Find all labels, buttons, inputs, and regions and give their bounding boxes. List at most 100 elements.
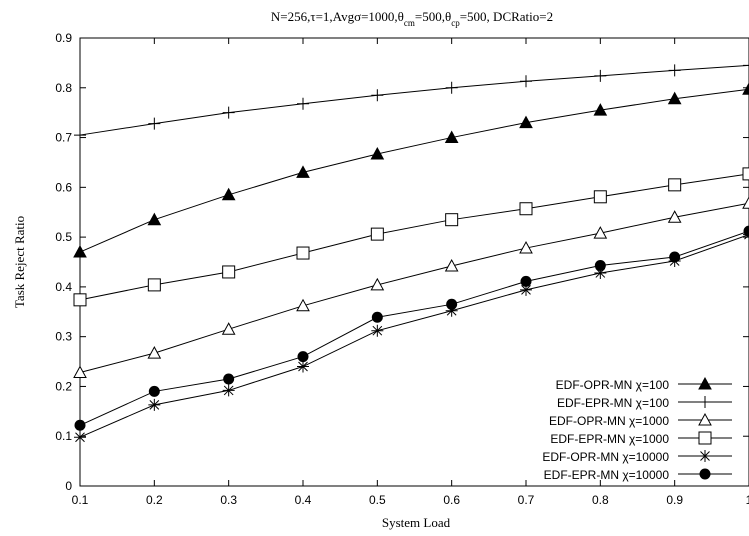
data-point-filled-circle <box>371 311 383 323</box>
y-tick-label: 0.9 <box>55 31 72 45</box>
x-tick-label: 1 <box>746 493 749 507</box>
data-point-plus <box>74 129 86 142</box>
data-point-asterisk <box>520 283 532 296</box>
data-point-filled-triangle <box>593 103 608 116</box>
data-point-filled-circle <box>594 259 606 271</box>
data-point-filled-triangle <box>444 130 459 144</box>
series-6 <box>74 225 749 431</box>
x-tick-label: 0.7 <box>518 493 535 507</box>
y-tick-label: 0.1 <box>55 429 72 443</box>
y-tick-label: 0.8 <box>55 81 72 95</box>
series-3 <box>73 196 749 379</box>
legend-label: EDF-EPR-MN χ=10000 <box>544 468 670 482</box>
data-point-plus <box>371 89 384 102</box>
data-point-open-square <box>742 167 749 181</box>
data-point-filled-triangle <box>147 212 162 226</box>
series-line <box>79 202 749 373</box>
y-tick-label: 0.6 <box>55 180 72 194</box>
data-point-open-square <box>222 265 236 279</box>
data-point-open-triangle <box>444 258 459 272</box>
data-point-plus <box>699 396 711 408</box>
x-tick-label: 0.6 <box>443 493 460 507</box>
y-tick-label: 0.2 <box>55 379 72 393</box>
data-point-open-triangle <box>698 412 712 426</box>
data-point-plus <box>668 64 681 77</box>
data-point-filled-triangle <box>73 245 87 258</box>
data-point-plus <box>445 81 458 94</box>
data-point-asterisk <box>148 398 161 411</box>
legend-entry: EDF-EPR-MN χ=1000 <box>550 431 732 446</box>
data-point-filled-circle <box>446 298 458 310</box>
series-4 <box>73 167 749 307</box>
x-tick-label: 0.5 <box>369 493 386 507</box>
data-point-open-triangle <box>593 226 608 239</box>
x-axis-label: System Load <box>382 515 451 530</box>
data-point-open-square <box>668 178 682 192</box>
data-point-open-triangle <box>742 196 749 209</box>
data-point-filled-triangle <box>698 376 712 390</box>
data-point-open-triangle <box>73 365 87 379</box>
series-1 <box>73 82 749 258</box>
chart-title: N=256,τ=1,Avgσ=1000,θcm=500,θcp=500, DCR… <box>271 9 553 28</box>
y-tick-label: 0.5 <box>55 230 72 244</box>
legend-label: EDF-OPR-MN χ=10000 <box>542 450 669 464</box>
data-point-plus <box>743 59 749 72</box>
data-point-plus <box>222 106 235 119</box>
data-point-filled-circle <box>699 468 711 480</box>
series-5 <box>74 228 749 444</box>
data-point-open-square <box>593 190 607 204</box>
legend-entry: EDF-EPR-MN χ=100 <box>557 396 732 410</box>
data-point-filled-circle <box>669 251 681 263</box>
plot-area-frame <box>79 37 749 487</box>
data-point-open-triangle <box>370 277 385 291</box>
x-tick-label: 0.9 <box>666 493 683 507</box>
data-point-open-square <box>296 246 310 260</box>
legend-label: EDF-OPR-MN χ=100 <box>556 378 670 392</box>
data-point-filled-circle <box>520 275 532 287</box>
data-point-open-square <box>147 278 161 292</box>
legend-entry: EDF-OPR-MN χ=10000 <box>542 450 732 464</box>
data-point-asterisk <box>445 304 458 317</box>
data-point-asterisk <box>699 450 711 462</box>
series-line <box>79 230 749 426</box>
data-point-open-square <box>445 213 459 227</box>
legend-entry: EDF-OPR-MN χ=100 <box>556 376 732 392</box>
data-point-filled-triangle <box>296 165 310 178</box>
data-point-asterisk <box>594 266 607 279</box>
series-line <box>79 234 749 438</box>
legend-entry: EDF-OPR-MN χ=1000 <box>549 412 732 428</box>
data-point-filled-circle <box>743 225 749 237</box>
data-point-asterisk <box>222 384 235 397</box>
data-point-asterisk <box>297 360 309 373</box>
data-point-filled-circle <box>148 385 160 397</box>
series-line <box>79 173 749 301</box>
data-point-asterisk <box>371 324 384 337</box>
data-point-open-square <box>698 431 712 445</box>
data-point-filled-triangle <box>667 91 682 105</box>
data-point-filled-circle <box>297 351 309 363</box>
data-point-open-square <box>73 293 87 307</box>
legend-label: EDF-EPR-MN χ=1000 <box>550 432 669 446</box>
y-tick-label: 0.3 <box>55 330 72 344</box>
legend-label: EDF-EPR-MN χ=100 <box>557 396 669 410</box>
series-layer <box>73 59 749 444</box>
data-point-plus <box>297 97 309 110</box>
data-point-open-triangle <box>221 322 236 335</box>
x-tick-label: 0.4 <box>295 493 312 507</box>
data-point-asterisk <box>74 431 86 444</box>
x-tick-label: 0.3 <box>220 493 237 507</box>
series-line <box>79 64 749 136</box>
data-point-filled-circle <box>223 373 235 385</box>
legend-label: EDF-OPR-MN χ=1000 <box>549 414 669 428</box>
data-point-open-triangle <box>519 241 533 254</box>
data-point-open-triangle <box>667 210 682 223</box>
y-axis-label: Task Reject Ratio <box>12 216 27 308</box>
axis-ticks: 0.10.20.30.40.50.60.70.80.9100.10.20.30.… <box>55 31 749 507</box>
x-tick-label: 0.8 <box>592 493 609 507</box>
series-line <box>79 88 749 253</box>
legend-entry: EDF-EPR-MN χ=10000 <box>544 468 732 482</box>
data-point-plus <box>520 75 532 88</box>
data-point-filled-circle <box>74 419 86 431</box>
data-point-open-triangle <box>147 346 162 359</box>
